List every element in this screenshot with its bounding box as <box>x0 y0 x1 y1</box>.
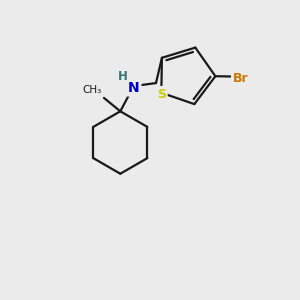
Text: Br: Br <box>233 72 248 85</box>
Text: S: S <box>157 88 166 101</box>
Text: H: H <box>118 70 127 83</box>
Text: N: N <box>128 80 140 94</box>
Text: CH₃: CH₃ <box>82 85 102 95</box>
